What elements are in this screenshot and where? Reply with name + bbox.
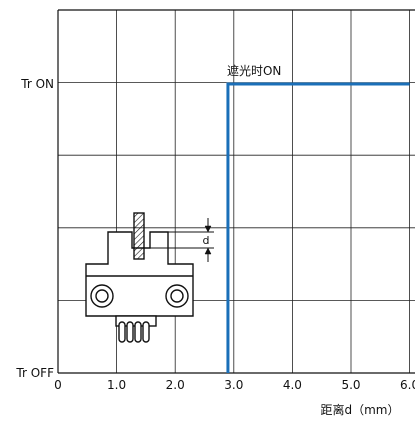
dimension-label: d (203, 234, 210, 247)
dim-arrowhead-top (204, 225, 212, 233)
annotation-group: 遮光时ON (227, 63, 281, 78)
mount-hole-left-inner (95, 289, 109, 303)
series-line (226, 82, 410, 373)
pin-1 (118, 321, 126, 343)
dim-arrowhead-bottom (204, 247, 212, 255)
sensor-diagram: d (85, 212, 214, 343)
annotation-label: 遮光时ON (227, 63, 281, 78)
x-tick-label: 3.0 (224, 378, 243, 392)
x-tick-label: 0 (54, 378, 62, 392)
x-tick-label: 5.0 (341, 378, 360, 392)
pin-2 (126, 321, 134, 343)
pin-3 (134, 321, 142, 343)
grid (58, 10, 415, 373)
x-tick-label: 4.0 (283, 378, 302, 392)
pin-4 (142, 321, 150, 343)
x-tick-label: 2.0 (166, 378, 185, 392)
y-tick-label: Tr ON (20, 77, 54, 91)
plot-frame (57, 9, 415, 374)
x-tick-label: 1.0 (107, 378, 126, 392)
y-tick-label: Tr OFF (15, 366, 54, 380)
series-group (226, 82, 410, 373)
y-axis-ticks: Tr OFF Tr ON (15, 77, 54, 380)
x-tick-label: 6.0 (400, 378, 415, 392)
shading-plate (133, 212, 145, 260)
mount-hole-right-inner (170, 289, 184, 303)
x-axis-ticks: 0 1.0 2.0 3.0 4.0 5.0 6.0 (54, 378, 415, 392)
x-axis-label: 距离d（mm） (321, 402, 400, 417)
